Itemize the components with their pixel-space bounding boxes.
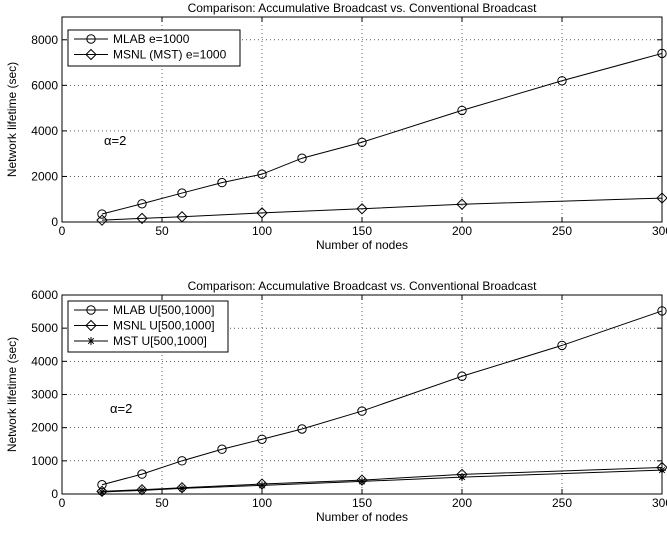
legend-marker (87, 337, 95, 345)
legend-marker (86, 305, 96, 315)
data-point (657, 48, 667, 59)
legend-marker (85, 48, 97, 61)
data-point (96, 485, 108, 498)
y-tick-label: 3000 (31, 388, 58, 402)
chart-1: Comparison: Accumulative Broadcast vs. C… (5, 1, 667, 252)
legend: MLAB e=1000 MSNL (MST) e=1000 (67, 29, 241, 67)
y-tick-label: 0 (51, 487, 58, 501)
data-point (178, 484, 186, 493)
legend: MLAB U[500,1000] MSNL U[500,1000]MST U[50… (67, 300, 229, 353)
data-point (657, 306, 667, 316)
data-point (456, 198, 468, 210)
y-tick-label: 8000 (31, 33, 58, 47)
y-tick-label: 4000 (31, 354, 58, 368)
y-axis-label: Network lifetime (sec) (5, 62, 19, 177)
x-tick-label: 250 (552, 496, 572, 510)
x-tick-label: 100 (252, 496, 272, 510)
data-point (458, 473, 466, 482)
data-point (257, 434, 267, 444)
data-point (297, 424, 307, 434)
y-axis-label: Network lifetime (sec) (5, 337, 19, 452)
series-3 (98, 466, 666, 497)
data-point (357, 406, 367, 416)
data-point (358, 477, 366, 486)
x-tick-label: 300 (652, 496, 667, 510)
legend-label: MLAB U[500,1000] (113, 303, 214, 317)
x-tick-label: 50 (155, 496, 169, 510)
x-tick-label: 250 (552, 224, 572, 238)
legend-label: MST U[500,1000] (113, 334, 207, 348)
data-point (658, 466, 666, 475)
y-tick-label: 2000 (31, 169, 58, 183)
legend-marker (86, 34, 96, 44)
series-2 (96, 192, 667, 226)
y-tick-label: 1000 (31, 454, 58, 468)
data-point (177, 456, 187, 466)
data-point (136, 483, 148, 496)
x-axis-label: Number of nodes (316, 510, 408, 524)
x-tick-label: 150 (352, 496, 372, 510)
data-point (176, 481, 188, 494)
data-point (357, 137, 367, 147)
alpha-annotation: α=2 (110, 401, 132, 416)
y-tick-label: 5000 (31, 321, 58, 335)
y-tick-label: 0 (51, 215, 58, 229)
data-point (557, 76, 567, 86)
legend-label: MLAB e=1000 (113, 32, 190, 46)
x-tick-label: 100 (252, 224, 272, 238)
chart-title: Comparison: Accumulative Broadcast vs. C… (188, 279, 538, 293)
data-point (137, 469, 147, 479)
x-tick-label: 50 (155, 224, 169, 238)
data-point (98, 488, 106, 497)
data-point (457, 371, 467, 381)
data-point (136, 212, 148, 225)
x-tick-label: 0 (59, 496, 66, 510)
chart-2: Comparison: Accumulative Broadcast vs. C… (5, 279, 667, 524)
x-tick-label: 200 (452, 224, 472, 238)
legend-label: MSNL U[500,1000] (113, 319, 215, 333)
data-point (177, 188, 187, 198)
chart-title: Comparison: Accumulative Broadcast vs. C… (188, 1, 538, 15)
series-1 (97, 48, 667, 219)
data-point (137, 199, 147, 209)
data-point (217, 444, 227, 454)
y-tick-label: 4000 (31, 124, 58, 138)
legend-marker (85, 319, 97, 332)
data-point (256, 207, 268, 219)
data-point (138, 486, 146, 495)
data-point (297, 153, 307, 163)
data-point (176, 211, 188, 223)
y-tick-label: 6000 (31, 78, 58, 92)
x-tick-label: 0 (59, 224, 66, 238)
data-point (97, 209, 107, 219)
x-tick-label: 150 (352, 224, 372, 238)
data-point (258, 481, 266, 490)
data-point (96, 214, 108, 226)
x-axis-label: Number of nodes (316, 238, 408, 252)
alpha-annotation: α=2 (104, 133, 126, 148)
series-line (101, 197, 663, 221)
data-point (356, 203, 368, 215)
legend-box (67, 29, 241, 67)
x-tick-label: 300 (652, 224, 667, 238)
legend-label: MSNL (MST) e=1000 (113, 48, 227, 62)
series-line (101, 310, 663, 486)
data-point (457, 105, 467, 116)
x-tick-label: 200 (452, 496, 472, 510)
y-tick-label: 2000 (31, 421, 58, 435)
data-point (656, 192, 667, 204)
data-point (257, 169, 267, 179)
data-point (217, 177, 227, 188)
series-line (101, 52, 663, 215)
y-tick-label: 6000 (31, 288, 58, 302)
data-point (557, 340, 567, 351)
